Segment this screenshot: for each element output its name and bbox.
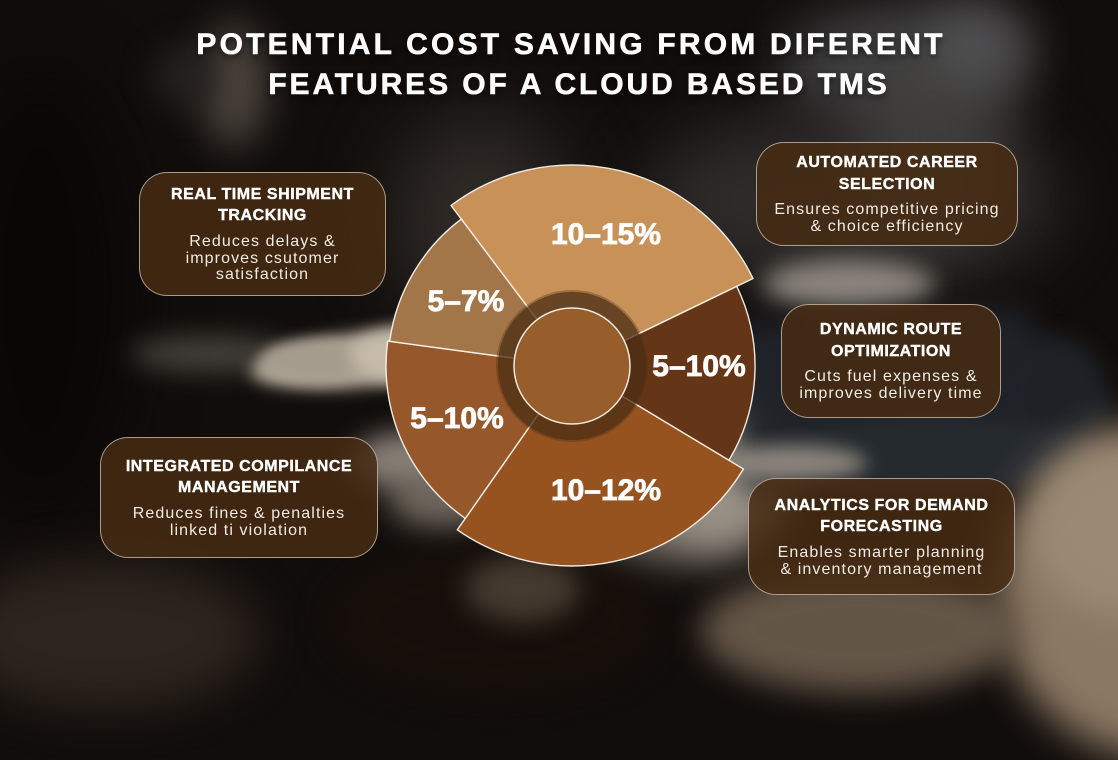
svg-text:5–10%: 5–10% xyxy=(652,350,745,383)
svg-text:5–10%: 5–10% xyxy=(410,402,503,435)
svg-text:10–15%: 10–15% xyxy=(551,218,661,251)
svg-text:10–12%: 10–12% xyxy=(551,474,661,507)
svg-text:5–7%: 5–7% xyxy=(428,285,505,318)
